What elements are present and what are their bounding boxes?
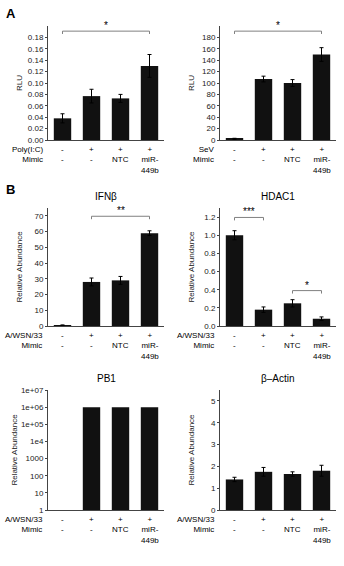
svg-text:0.6: 0.6: [204, 267, 216, 276]
svg-text:+-: +-: [261, 515, 266, 534]
svg-text:PB1: PB1: [97, 373, 116, 384]
svg-text:Relative Abundance: Relative Abundance: [15, 231, 24, 303]
svg-text:0.4: 0.4: [204, 285, 216, 294]
svg-text:+NTC: +NTC: [284, 145, 301, 164]
svg-text:Relative Abundance: Relative Abundance: [10, 414, 19, 486]
svg-text:0.8: 0.8: [204, 249, 216, 258]
svg-text:+miR-449b: +miR-449b: [141, 145, 159, 175]
svg-text:+NTC: +NTC: [112, 515, 129, 534]
svg-text:Poly(I:C)Mimic: Poly(I:C)Mimic: [12, 145, 43, 164]
svg-text:--: --: [61, 331, 64, 350]
svg-text:140: 140: [202, 56, 216, 65]
svg-text:0: 0: [211, 506, 216, 515]
svg-text:A/WSN/33Mimic: A/WSN/33Mimic: [177, 515, 215, 534]
svg-text:0.06: 0.06: [28, 102, 44, 111]
svg-text:1e4: 1e4: [30, 437, 44, 446]
svg-text:β–Actin: β–Actin: [261, 373, 295, 384]
svg-text:+-: +-: [89, 145, 94, 164]
svg-text:40: 40: [206, 113, 215, 122]
svg-text:+-: +-: [89, 515, 94, 534]
svg-text:100: 100: [202, 79, 216, 88]
svg-text:5: 5: [211, 397, 216, 406]
svg-text:--: --: [233, 145, 236, 164]
svg-text:*: *: [305, 280, 309, 291]
svg-text:1e+07: 1e+07: [21, 386, 44, 395]
svg-text:4: 4: [211, 419, 216, 428]
svg-text:Relative Abundance: Relative Abundance: [187, 231, 196, 303]
svg-text:A/WSN/33Mimic: A/WSN/33Mimic: [5, 515, 43, 534]
svg-text:+NTC: +NTC: [284, 331, 301, 350]
svg-text:***: ***: [243, 206, 255, 217]
svg-text:+miR-449b: +miR-449b: [313, 331, 331, 361]
svg-text:120: 120: [202, 67, 216, 76]
svg-text:--: --: [233, 515, 236, 534]
svg-text:+miR-449b: +miR-449b: [141, 515, 159, 545]
svg-text:60: 60: [206, 102, 215, 111]
svg-text:0.12: 0.12: [28, 67, 44, 76]
svg-text:0.00: 0.00: [28, 136, 44, 145]
svg-text:60: 60: [34, 227, 43, 236]
svg-text:0: 0: [39, 322, 44, 331]
svg-text:SeVMimic: SeVMimic: [193, 145, 215, 164]
svg-text:0.08: 0.08: [28, 90, 44, 99]
svg-text:0.02: 0.02: [28, 124, 44, 133]
svg-text:+miR-449b: +miR-449b: [313, 515, 331, 545]
svg-text:3: 3: [211, 440, 216, 449]
svg-text:--: --: [61, 515, 64, 534]
svg-text:**: **: [117, 205, 125, 216]
svg-text:A/WSN/33Mimic: A/WSN/33Mimic: [5, 331, 43, 350]
svg-text:30: 30: [34, 275, 43, 284]
svg-text:100: 100: [30, 472, 44, 481]
svg-text:RLU: RLU: [15, 75, 24, 91]
svg-text:160: 160: [202, 45, 216, 54]
svg-text:0.04: 0.04: [28, 113, 44, 122]
svg-text:+NTC: +NTC: [112, 331, 129, 350]
svg-text:--: --: [61, 145, 64, 164]
svg-text:+NTC: +NTC: [112, 145, 129, 164]
svg-text:*: *: [276, 20, 280, 31]
svg-text:+miR-449b: +miR-449b: [313, 145, 331, 175]
svg-text:0.14: 0.14: [28, 56, 44, 65]
svg-text:1e+06: 1e+06: [21, 403, 44, 412]
svg-text:1.0: 1.0: [204, 231, 216, 240]
svg-text:B: B: [6, 182, 15, 197]
svg-text:1e+05: 1e+05: [21, 420, 44, 429]
svg-text:+-: +-: [261, 145, 266, 164]
svg-text:180: 180: [202, 33, 216, 42]
svg-text:A/WSN/33Mimic: A/WSN/33Mimic: [177, 331, 215, 350]
svg-text:+miR-449b: +miR-449b: [141, 331, 159, 361]
svg-text:0.10: 0.10: [28, 79, 44, 88]
svg-text:1.2: 1.2: [204, 213, 216, 222]
svg-text:0.2: 0.2: [204, 304, 216, 313]
svg-text:1000: 1000: [26, 454, 44, 463]
svg-text:*: *: [104, 20, 108, 31]
svg-text:40: 40: [34, 259, 43, 268]
svg-text:0: 0: [211, 136, 216, 145]
svg-text:RLU: RLU: [187, 75, 196, 91]
svg-text:0.18: 0.18: [28, 33, 44, 42]
svg-text:1: 1: [39, 506, 44, 515]
svg-text:10: 10: [34, 489, 43, 498]
svg-text:20: 20: [206, 124, 215, 133]
svg-text:1: 1: [211, 484, 216, 493]
svg-text:IFNβ: IFNβ: [95, 191, 117, 202]
svg-text:+-: +-: [89, 331, 94, 350]
svg-text:0.16: 0.16: [28, 45, 44, 54]
svg-text:10: 10: [34, 306, 43, 315]
svg-text:2: 2: [211, 462, 216, 471]
svg-text:--: --: [233, 331, 236, 350]
svg-text:70: 70: [34, 212, 43, 221]
svg-text:+-: +-: [261, 331, 266, 350]
svg-text:80: 80: [206, 90, 215, 99]
svg-text:Relative Abundance: Relative Abundance: [187, 414, 196, 486]
svg-text:A: A: [6, 6, 16, 21]
svg-text:50: 50: [34, 243, 43, 252]
svg-text:HDAC1: HDAC1: [261, 191, 295, 202]
svg-text:20: 20: [34, 290, 43, 299]
svg-text:0.0: 0.0: [204, 322, 216, 331]
svg-text:+NTC: +NTC: [284, 515, 301, 534]
